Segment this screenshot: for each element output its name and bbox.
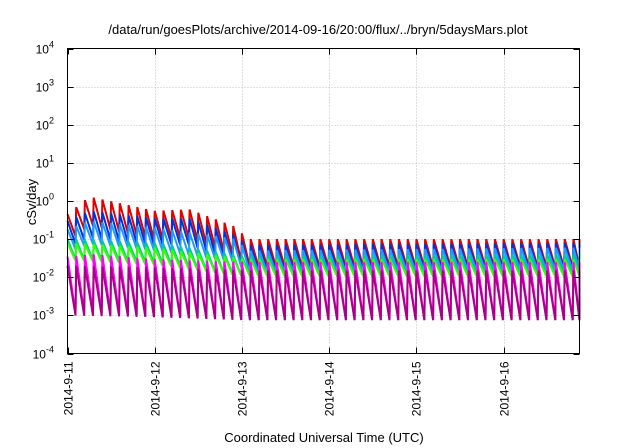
y-tick-label: 10-4	[33, 345, 54, 362]
x-tick-label: 2014-9-13	[236, 361, 250, 416]
x-tick-label: 2014-9-12	[149, 361, 163, 416]
x-tick-label: 2014-9-14	[323, 361, 337, 416]
y-tick-label: 103	[36, 78, 54, 95]
x-axis: 2014-9-11 2014-9-12 2014-9-13 2014-9-14 2014…	[62, 48, 512, 416]
y-tick-label: 102	[36, 116, 54, 133]
chart-title: /data/run/goesPlots/archive/2014-09-16/2…	[108, 22, 528, 37]
y-tick-label: 10-1	[33, 230, 54, 247]
y-tick-label: 10-3	[33, 306, 54, 323]
y-tick-label: 10-2	[33, 268, 54, 285]
y-tick-label: 104	[36, 40, 54, 57]
y-axis-label: cSv/day	[24, 178, 39, 225]
x-axis-label: Coordinated Universal Time (UTC)	[224, 430, 423, 445]
series-line-7	[66, 265, 581, 321]
series-group	[66, 197, 581, 321]
x-tick-label: 2014-9-11	[62, 361, 76, 415]
y-tick-label: 100	[36, 192, 54, 209]
y-tick-label: 101	[36, 154, 54, 171]
y-axis: 10-4 10-3 10-2 10-1 100 101 102 103 104	[33, 40, 580, 362]
x-tick-label: 2014-9-16	[498, 361, 512, 416]
x-tick-label: 2014-9-15	[410, 361, 424, 416]
